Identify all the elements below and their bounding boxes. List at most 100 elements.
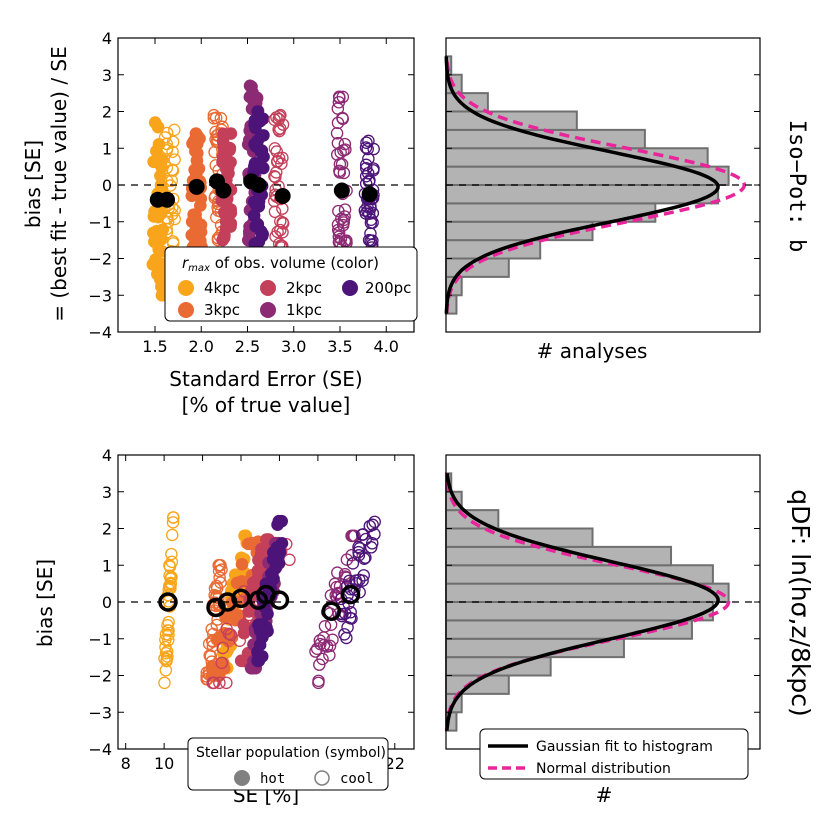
data-point-3kpc-cool — [214, 112, 228, 125]
data-point-200pc-cool — [364, 541, 378, 554]
legend-title-rest: of obs. volume (color) — [210, 254, 379, 272]
data-point-1kpc-cool — [338, 137, 352, 151]
data-point-200pc-hot — [275, 514, 288, 528]
y-tick-label: −2 — [88, 667, 112, 686]
data-point-200pc-cool — [348, 583, 361, 596]
y-tick-label: 2 — [102, 103, 112, 122]
x-tick-label: 10 — [154, 754, 174, 773]
mean-marker — [158, 592, 178, 612]
data-point-2kpc-cool — [270, 155, 284, 169]
data-point-4kpc-cool — [160, 211, 173, 225]
histogram-bar — [445, 674, 510, 695]
data-point-4kpc-cool — [162, 633, 175, 647]
data-point-200pc-hot — [253, 638, 267, 652]
data-point-2kpc-cool — [268, 142, 282, 155]
y-tick-label: −2 — [88, 250, 112, 269]
panel-top-right — [444, 37, 761, 333]
data-point-1kpc-cool — [313, 658, 326, 671]
data-point-3kpc-hot — [235, 557, 249, 571]
row-label-bottom: qDF: ln(hσ,z/8kpc) — [786, 489, 815, 716]
legend-label-cool: cool — [340, 771, 374, 787]
data-point-2kpc-cool — [270, 145, 283, 158]
data-point-3kpc-cool — [203, 649, 216, 662]
x-tick-label: 2.0 — [189, 337, 214, 356]
legend-label-gaussian: Gaussian fit to histogram — [536, 739, 713, 755]
data-point-4kpc-cool — [168, 153, 181, 166]
top-right-xlabel: # analyses — [537, 339, 648, 363]
data-point-1kpc-cool — [312, 674, 325, 688]
y-tick-label: −1 — [88, 213, 112, 232]
data-point-2kpc-cool — [274, 215, 287, 228]
legend-marker-2kpc — [260, 280, 276, 296]
data-point-2kpc-cool — [220, 676, 233, 690]
y-tick-label: 1 — [102, 556, 112, 575]
data-point-4kpc-cool — [160, 174, 174, 188]
row-label-top: Iso−Pot: b — [784, 120, 809, 252]
legend-label-normal: Normal distribution — [536, 761, 671, 777]
legend-marker-3kpc — [178, 302, 194, 318]
data-point-2kpc-cool — [269, 230, 282, 243]
data-point-200pc-cool — [340, 631, 353, 645]
data-point-2kpc-cool — [274, 223, 287, 237]
data-point-200pc-cool — [367, 142, 380, 156]
data-point-200pc-hot — [251, 218, 265, 231]
mean-marker — [333, 182, 350, 199]
legend-label-200pc: 200pc — [365, 279, 411, 297]
data-point-4kpc-hot — [151, 263, 165, 277]
mean-marker — [159, 191, 176, 208]
legend-title-symbol: r — [182, 254, 189, 272]
data-point-3kpc-hot — [217, 662, 231, 675]
x-tick-label: 8 — [121, 754, 131, 773]
mean-marker — [250, 177, 267, 193]
gaussian-fit-line — [445, 473, 720, 731]
data-point-200pc-cool — [365, 537, 379, 550]
data-point-2kpc-cool — [233, 634, 246, 647]
data-point-200pc-cool — [352, 540, 365, 554]
panel-top-left: −4 −3 −2 −1 0 1 2 3 4 1.5 2.0 2.5 3.0 3.5 4.0 — [88, 29, 415, 356]
x-tick-label: 22 — [385, 754, 405, 773]
data-point-200pc-cool — [368, 515, 381, 529]
mean-marker — [188, 178, 205, 195]
data-point-1kpc-hot — [245, 80, 258, 93]
data-point-4kpc-cool — [162, 624, 175, 637]
data-point-1kpc-cool — [314, 637, 327, 651]
data-point-1kpc-cool — [340, 571, 353, 584]
y-tick-label: 0 — [102, 593, 112, 612]
data-point-4kpc-cool — [167, 511, 180, 524]
data-point-2kpc-cool — [213, 676, 226, 690]
data-point-2kpc-cool — [272, 112, 286, 126]
data-point-3kpc-hot — [190, 137, 204, 151]
legend-title: rmax of obs. volume (color) — [182, 254, 379, 274]
data-point-2kpc-hot — [256, 543, 270, 556]
data-point-200pc-cool — [353, 542, 366, 555]
bottom-right-xlabel: # — [596, 783, 613, 807]
data-point-4kpc-cool — [158, 652, 171, 665]
mean-marker — [321, 601, 342, 621]
data-point-4kpc-cool — [162, 615, 175, 629]
data-point-4kpc-cool — [165, 547, 178, 561]
data-point-3kpc-cool — [215, 563, 228, 576]
data-point-2kpc-hot — [221, 209, 235, 223]
legend-marker-hot — [234, 770, 250, 786]
data-point-2kpc-cool — [268, 205, 282, 219]
data-point-2kpc-cool — [207, 676, 220, 690]
data-point-4kpc-cool — [164, 577, 177, 591]
data-point-1kpc-cool — [338, 203, 352, 216]
y-tick-label: 2 — [102, 520, 112, 539]
data-point-200pc-hot — [270, 541, 284, 554]
legend-label-3kpc: 3kpc — [204, 301, 240, 319]
data-point-4kpc-cool — [162, 628, 175, 642]
data-point-4kpc-cool — [166, 135, 180, 149]
legend-marker-4kpc — [178, 280, 194, 296]
data-point-200pc-hot — [261, 607, 274, 621]
data-point-2kpc-hot — [219, 162, 233, 176]
data-point-2kpc-hot — [219, 221, 233, 235]
legend-marker-cool — [314, 770, 330, 786]
data-point-1kpc-hot — [247, 95, 261, 108]
legend-observed-volume: rmax of obs. volume (color) 4kpc 2kpc 20… — [164, 246, 418, 322]
y-tick-label: −3 — [88, 703, 112, 722]
data-point-200pc-cool — [366, 518, 379, 532]
histogram-bar — [445, 184, 720, 205]
y-tick-label: −4 — [88, 740, 112, 759]
